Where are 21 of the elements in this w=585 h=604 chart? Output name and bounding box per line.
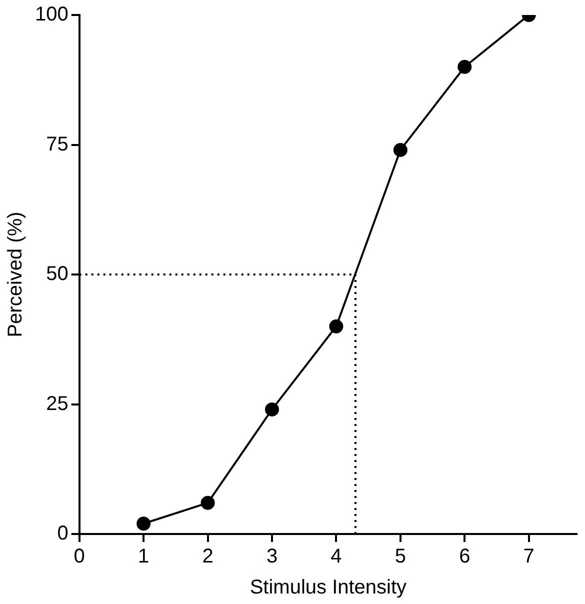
x-tick-label: 4 xyxy=(330,546,342,568)
x-tick-label: 3 xyxy=(266,546,278,568)
x-tick-label: 6 xyxy=(459,546,470,568)
x-tick-label: 5 xyxy=(394,546,406,568)
y-tick-label: 50 xyxy=(46,263,68,286)
x-tick-label: 2 xyxy=(202,546,214,568)
point xyxy=(200,496,215,510)
point xyxy=(265,402,279,416)
y-tick-label: 100 xyxy=(34,4,68,26)
point xyxy=(136,516,151,531)
x-tick-label: 0 xyxy=(74,546,85,568)
y-tick-label: 25 xyxy=(46,392,68,415)
y-tick-label: 0 xyxy=(57,522,68,545)
point xyxy=(329,319,344,334)
x-axis-title: Stimulus Intensity xyxy=(250,576,407,599)
y-tick-label: 75 xyxy=(46,133,68,156)
x-tick-label: 1 xyxy=(138,546,150,568)
point xyxy=(393,142,408,157)
y-axis-title: Perceived (%) xyxy=(4,212,27,338)
x-tick-label: 7 xyxy=(523,546,534,568)
point xyxy=(458,60,472,74)
